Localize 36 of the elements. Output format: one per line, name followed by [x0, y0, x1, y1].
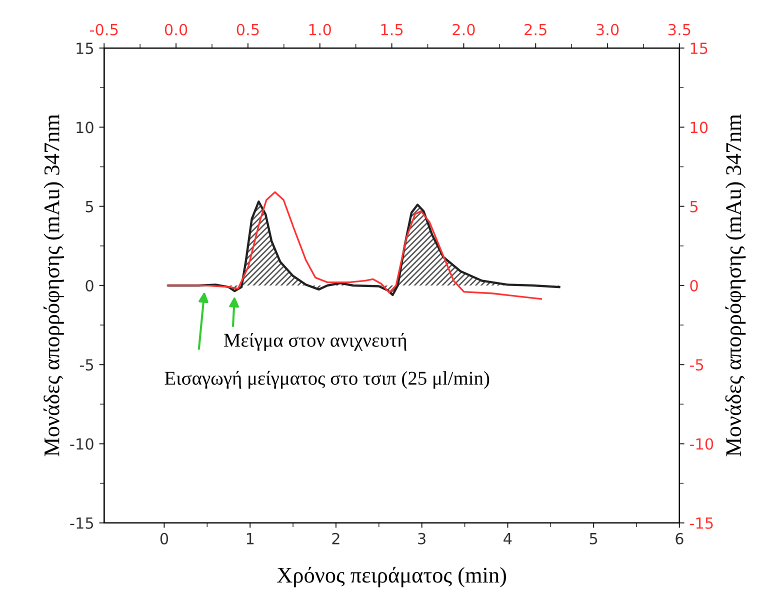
y2-tick-label: -5: [690, 359, 704, 371]
x-tick-label: 0: [160, 532, 168, 544]
x-tick-label: 4: [504, 533, 512, 544]
y-tick-label: 5: [86, 201, 94, 212]
y2-axis-title: Μονάδες απορρόφησης (mAu) 347nm: [725, 114, 746, 456]
x2-tick-label: 0.5: [236, 24, 259, 36]
y2-tick-label: 5: [690, 201, 698, 212]
x2-tick-label: 3.5: [668, 24, 690, 36]
x-tick-label: 5: [590, 533, 598, 544]
x2-tick-label: 2.0: [452, 24, 475, 36]
y2-tick-label: -15: [690, 518, 713, 529]
y-tick-label: -15: [70, 518, 94, 529]
y-tick-label: 15: [76, 42, 94, 54]
y2-tick-label: 0: [690, 280, 698, 292]
x-axis-title: Χρόνος πειράματος (min): [277, 566, 506, 588]
y-tick-label: -10: [70, 438, 94, 450]
x2-tick-label: 1.0: [309, 24, 331, 36]
y2-tick-label: -10: [690, 438, 714, 450]
y-axis-title: Μονάδες απορρόφησης (mAu) 347nm: [43, 114, 64, 456]
x-tick-label: 2: [332, 532, 340, 544]
y-tick-label: 0: [86, 280, 94, 292]
x2-tick-label: 2.5: [524, 24, 546, 36]
x-tick-label: 3: [418, 532, 426, 544]
y2-tick-label: 10: [690, 122, 708, 134]
x-tick-label: 6: [676, 532, 684, 544]
y2-tick-label: 15: [690, 42, 708, 54]
annotation: Μείγμα στον ανιχνευτή: [224, 332, 406, 351]
x2-tick-label: 0.0: [164, 24, 188, 36]
x2-tick-label: 1.5: [381, 24, 403, 36]
x2-tick-label: -0.5: [90, 24, 118, 36]
x-tick-label: 1: [246, 533, 254, 544]
x2-tick-label: 3.0: [596, 24, 619, 36]
y-tick-label: 10: [76, 122, 94, 134]
annotation: Εισαγωγή μείγματος στο τσιπ (25 μl/min): [164, 370, 490, 389]
y-tick-label: -5: [80, 359, 94, 371]
line-series: [166, 191, 542, 300]
